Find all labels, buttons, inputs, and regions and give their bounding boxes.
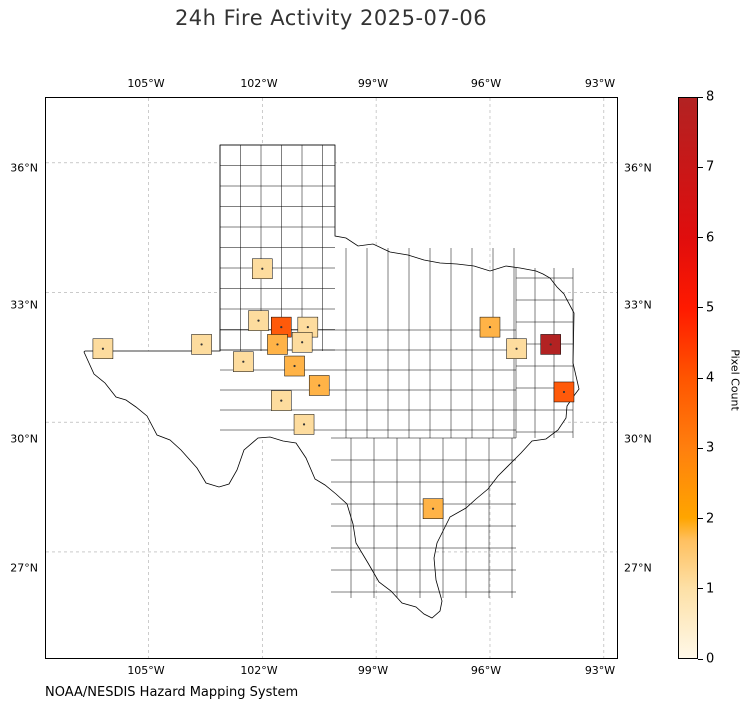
lat-tick-right-4: 27°N bbox=[624, 561, 652, 575]
colorbar-tick-mark bbox=[698, 237, 703, 238]
lon-tick-bottom-3: 99°W bbox=[357, 664, 389, 677]
fire-point-0 bbox=[261, 267, 264, 270]
colorbar bbox=[678, 97, 698, 659]
lon-tick-bottom-2: 102°W bbox=[240, 664, 278, 677]
colorbar-tick-mark bbox=[698, 588, 703, 590]
lon-tick-top-2: 102°W bbox=[240, 77, 278, 90]
lon-tick-top-1: 105°W bbox=[127, 77, 165, 90]
source-credit: NOAA/NESDIS Hazard Mapping System bbox=[45, 685, 299, 700]
lon-tick-bottom-1: 105°W bbox=[127, 664, 165, 677]
texas-state-outline bbox=[83, 144, 580, 619]
map-title: 24h Fire Activity 2025-07-06 bbox=[174, 6, 488, 30]
lat-tick-left-1: 36°N bbox=[10, 161, 38, 175]
fire-detections bbox=[92, 258, 575, 519]
texas-county-map[interactable] bbox=[46, 98, 618, 659]
colorbar-tick-mark bbox=[698, 377, 703, 379]
colorbar-tick-label: 2 bbox=[706, 511, 715, 526]
lat-tick-left-2: 33°N bbox=[10, 298, 38, 312]
lon-tick-top-4: 96°W bbox=[470, 77, 502, 90]
lat-tick-left-3: 30°N bbox=[10, 432, 38, 446]
colorbar-label: Pixel Count bbox=[728, 349, 742, 411]
fire-point-1 bbox=[257, 319, 260, 322]
fire-point-8 bbox=[318, 384, 321, 387]
fire-point-14 bbox=[515, 347, 518, 350]
fire-point-6 bbox=[242, 360, 245, 363]
colorbar-tick-label: 3 bbox=[706, 440, 715, 456]
fire-point-12 bbox=[101, 347, 105, 350]
fire-point-13 bbox=[488, 326, 492, 329]
fire-point-11 bbox=[200, 343, 203, 346]
lon-tick-top-5: 93°W bbox=[584, 77, 616, 90]
colorbar-tick-mark bbox=[698, 518, 703, 519]
fire-point-9 bbox=[280, 399, 283, 402]
colorbar-tick-mark bbox=[698, 447, 703, 449]
fire-point-16 bbox=[562, 390, 566, 394]
map-panel[interactable] bbox=[45, 97, 618, 659]
colorbar-tick-label: 1 bbox=[706, 581, 715, 597]
lat-tick-right-2: 33°N bbox=[624, 298, 652, 312]
lat-tick-right-3: 30°N bbox=[624, 432, 652, 446]
fire-point-2 bbox=[280, 326, 283, 329]
colorbar-tick-label: 7 bbox=[706, 159, 715, 175]
lon-tick-bottom-5: 93°W bbox=[584, 664, 616, 677]
colorbar-tick-label: 8 bbox=[706, 89, 715, 105]
lat-tick-left-4: 27°N bbox=[10, 561, 38, 575]
fire-point-10 bbox=[302, 423, 306, 426]
lon-tick-bottom-4: 96°W bbox=[470, 664, 502, 677]
colorbar-tick-label: 4 bbox=[706, 370, 715, 386]
colorbar-tick-label: 0 bbox=[706, 651, 715, 667]
fire-point-4 bbox=[276, 343, 279, 346]
lon-tick-top-3: 99°W bbox=[357, 77, 389, 90]
fire-point-17 bbox=[431, 507, 435, 510]
fire-point-15 bbox=[549, 343, 552, 346]
fire-point-5 bbox=[301, 341, 304, 344]
colorbar-tick-label: 5 bbox=[706, 300, 715, 316]
colorbar-tick-mark bbox=[698, 166, 703, 168]
fire-point-3 bbox=[306, 326, 309, 329]
fire-point-7 bbox=[293, 364, 296, 368]
colorbar-tick-label: 6 bbox=[706, 230, 715, 245]
lat-tick-right-1: 36°N bbox=[624, 161, 652, 175]
colorbar-tick-mark bbox=[698, 307, 703, 309]
colorbar-tick-mark bbox=[698, 96, 703, 98]
colorbar-tick-mark bbox=[698, 658, 703, 660]
